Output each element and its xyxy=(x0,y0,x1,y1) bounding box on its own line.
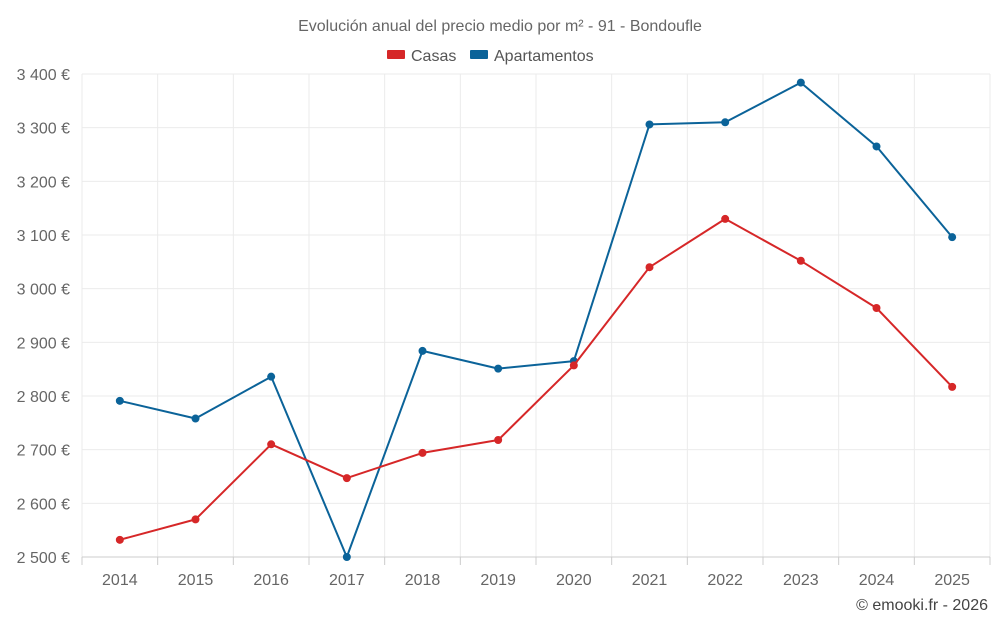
data-point-casas[interactable] xyxy=(342,474,351,483)
data-point-apartamentos[interactable] xyxy=(115,396,124,405)
chart-title: Evolución anual del precio medio por m² … xyxy=(298,18,702,35)
data-point-casas[interactable] xyxy=(191,515,200,524)
data-point-apartamentos[interactable] xyxy=(645,120,654,129)
data-point-casas[interactable] xyxy=(267,440,276,449)
data-point-casas[interactable] xyxy=(796,256,805,265)
legend-swatch-casas xyxy=(387,50,405,59)
data-point-apartamentos[interactable] xyxy=(191,414,200,423)
data-point-casas[interactable] xyxy=(948,382,957,391)
legend: Casas Apartamentos xyxy=(387,48,594,65)
y-tick-label: 3 400 € xyxy=(17,67,70,84)
legend-label-casas[interactable]: Casas xyxy=(411,48,456,65)
data-point-apartamentos[interactable] xyxy=(872,142,881,151)
x-tick-label: 2021 xyxy=(632,572,668,589)
data-point-casas[interactable] xyxy=(418,448,427,457)
y-tick-label: 2 800 € xyxy=(17,389,70,406)
data-point-apartamentos[interactable] xyxy=(948,233,957,242)
y-tick-label: 2 600 € xyxy=(17,496,70,513)
y-axis-ticks: 2 500 € 2 600 € 2 700 € 2 800 € 2 900 € 3 000… xyxy=(17,67,70,567)
series-line-apartamentos xyxy=(119,81,953,558)
data-point-casas[interactable] xyxy=(645,263,654,272)
x-tick-label: 2020 xyxy=(556,572,592,589)
data-point-apartamentos[interactable] xyxy=(721,118,730,127)
y-tick-label: 2 700 € xyxy=(17,443,70,460)
data-point-apartamentos[interactable] xyxy=(267,372,276,381)
data-point-casas[interactable] xyxy=(721,214,730,223)
x-tick-label: 2016 xyxy=(253,572,289,589)
x-axis-ticks: 2014 2015 2016 2017 2018 2019 2020 2021 2022 2023… xyxy=(81,557,991,589)
legend-label-apartamentos[interactable]: Apartamentos xyxy=(494,48,594,65)
credit-text: © emooki.fr - 2026 xyxy=(856,597,988,614)
data-point-apartamentos[interactable] xyxy=(494,364,503,373)
series-apartamentos xyxy=(115,78,957,561)
data-point-casas[interactable] xyxy=(115,535,124,544)
legend-swatch-apartamentos xyxy=(470,50,488,59)
y-tick-label: 3 000 € xyxy=(17,282,70,299)
series-line-casas xyxy=(119,217,953,541)
data-point-apartamentos[interactable] xyxy=(796,78,805,87)
y-tick-label: 2 500 € xyxy=(17,550,70,567)
data-point-apartamentos[interactable] xyxy=(342,553,351,561)
x-tick-label: 2025 xyxy=(934,572,970,589)
y-tick-label: 3 100 € xyxy=(17,228,70,245)
y-tick-label: 3 300 € xyxy=(17,121,70,138)
x-tick-label: 2014 xyxy=(102,572,138,589)
y-tick-label: 3 200 € xyxy=(17,174,70,191)
x-tick-label: 2018 xyxy=(405,572,441,589)
data-point-casas[interactable] xyxy=(494,436,503,445)
x-tick-label: 2015 xyxy=(178,572,214,589)
x-tick-label: 2024 xyxy=(859,572,895,589)
x-tick-label: 2019 xyxy=(480,572,516,589)
x-tick-label: 2023 xyxy=(783,572,819,589)
data-point-casas[interactable] xyxy=(872,303,881,312)
x-tick-label: 2017 xyxy=(329,572,365,589)
grid xyxy=(81,73,991,558)
y-tick-label: 2 900 € xyxy=(17,335,70,352)
series xyxy=(115,78,957,561)
data-point-casas[interactable] xyxy=(569,361,578,370)
data-point-apartamentos[interactable] xyxy=(418,346,427,355)
series-casas xyxy=(115,214,957,544)
x-tick-label: 2022 xyxy=(707,572,743,589)
